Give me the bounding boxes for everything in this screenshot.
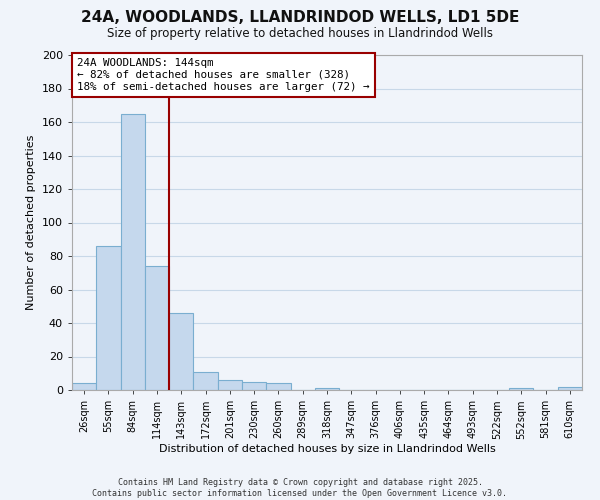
Text: 24A, WOODLANDS, LLANDRINDOD WELLS, LD1 5DE: 24A, WOODLANDS, LLANDRINDOD WELLS, LD1 5… [81,10,519,25]
Text: 24A WOODLANDS: 144sqm
← 82% of detached houses are smaller (328)
18% of semi-det: 24A WOODLANDS: 144sqm ← 82% of detached … [77,58,370,92]
Bar [509,388,533,390]
X-axis label: Distribution of detached houses by size in Llandrindod Wells: Distribution of detached houses by size … [158,444,496,454]
Bar [558,386,582,390]
Bar [96,246,121,390]
Bar [218,380,242,390]
Bar [145,266,169,390]
Text: Size of property relative to detached houses in Llandrindod Wells: Size of property relative to detached ho… [107,28,493,40]
Bar [242,382,266,390]
Text: Contains HM Land Registry data © Crown copyright and database right 2025.
Contai: Contains HM Land Registry data © Crown c… [92,478,508,498]
Bar [193,372,218,390]
Bar [315,388,339,390]
Bar [121,114,145,390]
Bar [169,313,193,390]
Y-axis label: Number of detached properties: Number of detached properties [26,135,36,310]
Bar [266,384,290,390]
Bar [72,384,96,390]
